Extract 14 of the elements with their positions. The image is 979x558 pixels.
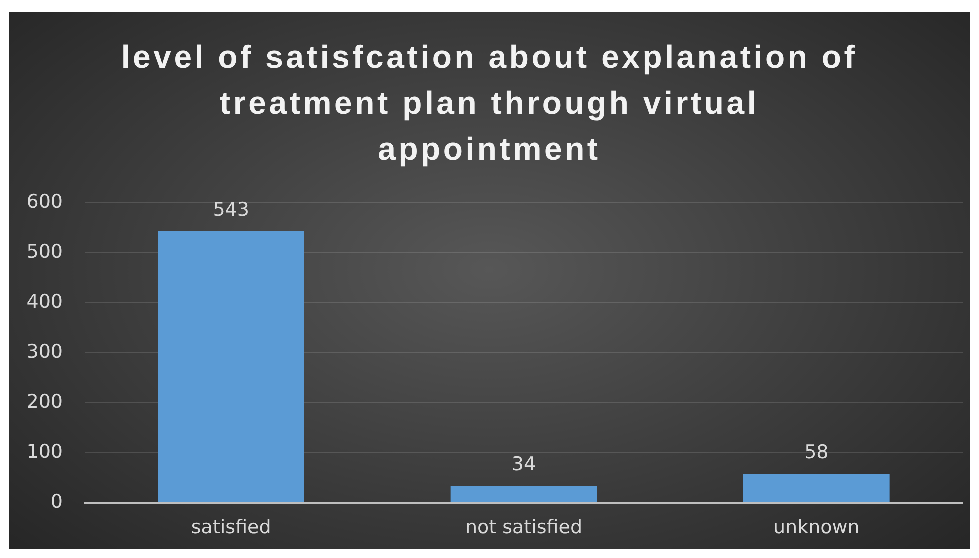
y-tick-label: 400 bbox=[26, 290, 63, 313]
data-label: 543 bbox=[213, 198, 250, 221]
x-tick-label: unknown bbox=[773, 516, 860, 538]
y-tick-label: 200 bbox=[26, 390, 63, 413]
y-tick-label: 300 bbox=[26, 340, 63, 363]
data-label: 58 bbox=[804, 441, 829, 464]
x-tick-label: not satisfied bbox=[465, 516, 583, 538]
chart-title: level of satisfcation about explanation of treatment plan through virtual appointment bbox=[120, 38, 859, 169]
x-tick-label: satisfied bbox=[191, 516, 272, 538]
y-tick-label: 0 bbox=[50, 490, 63, 513]
y-tick-label: 600 bbox=[26, 190, 63, 213]
y-tick-label: 500 bbox=[26, 240, 63, 263]
y-tick-label: 100 bbox=[26, 440, 63, 463]
data-label: 34 bbox=[512, 453, 536, 476]
